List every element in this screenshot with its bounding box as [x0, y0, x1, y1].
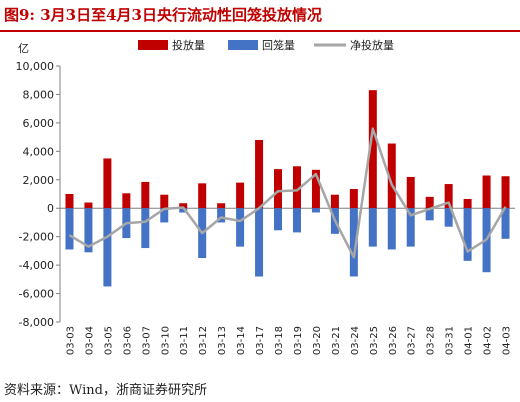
x-tick-label: 03-05 [103, 326, 114, 355]
bar-withdrawal [141, 208, 150, 249]
bar-withdrawal [425, 208, 434, 221]
x-tick-label: 03-27 [407, 326, 418, 355]
y-tick-label: -2,000 [19, 231, 54, 244]
bar-withdrawal [236, 208, 245, 247]
bar-withdrawal [255, 208, 264, 277]
x-tick-label: 03-12 [198, 326, 209, 355]
x-tick-label: 04-01 [464, 326, 475, 355]
series-line-net [68, 127, 507, 259]
y-axis-unit: 亿 [18, 42, 29, 55]
x-tick-label: 03-28 [426, 326, 437, 355]
bar-withdrawal [444, 208, 453, 227]
bar-injection [349, 189, 358, 209]
chart-area: 亿 -8,000 -6,000 -4,000 -2,000 0 2,000 4,000 6,00… [16, 38, 515, 355]
bar-withdrawal [311, 208, 320, 213]
y-tick-label: -6,000 [19, 288, 54, 301]
x-tick-label: 04-02 [483, 326, 494, 355]
source-note: 资料来源：Wind，浙商证券研究所 [4, 383, 207, 398]
bar-injection [330, 194, 339, 209]
y-tick-label: -4,000 [19, 259, 54, 272]
x-tick-label: 03-13 [217, 326, 228, 355]
x-tick-label: 03-20 [312, 326, 323, 355]
y-tick-label: -8,000 [19, 316, 54, 329]
bar-injection [179, 203, 188, 209]
y-tick-label: 0 [47, 202, 54, 215]
title-rule [0, 30, 520, 32]
bar-injection [141, 181, 150, 209]
bar-withdrawal [406, 208, 415, 247]
bar-withdrawal [217, 208, 226, 223]
bar-injection [217, 203, 226, 209]
bar-injection [368, 90, 377, 209]
y-tick-label: 6,000 [23, 117, 55, 130]
x-tick-label: 03-21 [331, 326, 342, 355]
x-tick-label: 03-25 [369, 326, 380, 355]
y-tick-label: 10,000 [16, 60, 55, 73]
y-tick-label: 8,000 [23, 88, 55, 101]
x-tick-label: 03-04 [84, 326, 95, 355]
y-tick-label: 4,000 [23, 145, 55, 158]
x-tick-label: 03-03 [65, 326, 76, 355]
bar-injection [387, 143, 396, 209]
bar-withdrawal [349, 208, 358, 277]
x-tick-label: 03-17 [255, 326, 266, 355]
x-tick-label: 03-06 [122, 326, 133, 355]
x-tick-label: 04-03 [502, 326, 513, 355]
bar-injection [198, 183, 207, 209]
x-tick-label: 03-11 [179, 326, 190, 355]
bar-injection [122, 193, 131, 209]
bar-injection [406, 176, 415, 209]
bar-withdrawal [179, 208, 188, 213]
bar-injection [274, 169, 283, 209]
bar-injection [425, 196, 434, 209]
bar-injection [160, 194, 169, 209]
bar-injection [501, 176, 510, 209]
x-tick-label: 03-18 [274, 326, 285, 355]
bar-withdrawal [274, 208, 283, 231]
chart-title: 图9: 3月3日至4月3日央行流动性回笼投放情况 [4, 6, 322, 24]
bar-withdrawal [103, 208, 112, 287]
bar-injection [463, 198, 472, 209]
bar-withdrawal [292, 208, 301, 233]
bar-withdrawal [501, 208, 510, 239]
bar-injection [84, 202, 93, 209]
x-tick-label: 03-31 [445, 326, 456, 355]
bar-injection [236, 182, 245, 209]
x-tick-label: 03-10 [160, 326, 171, 355]
legend-swatch-injection [138, 40, 168, 50]
bar-withdrawal [65, 208, 74, 250]
bar-injection [482, 175, 491, 209]
x-tick-label: 03-24 [350, 326, 361, 355]
bar-withdrawal [160, 208, 169, 223]
legend-label-net: 净投放量 [350, 38, 394, 52]
x-tick-label: 03-07 [141, 326, 152, 355]
x-tick-label: 03-14 [236, 326, 247, 355]
y-tick-label: 2,000 [23, 174, 55, 187]
bar-injection [65, 194, 74, 209]
legend-swatch-withdrawal [228, 40, 258, 50]
bar-injection [444, 184, 453, 209]
legend-label-injection: 投放量 [172, 38, 205, 52]
bar-injection [292, 166, 301, 209]
bar-injection [255, 139, 264, 209]
legend-label-withdrawal: 回笼量 [262, 38, 295, 52]
bar-injection [103, 158, 112, 209]
bar-withdrawal [387, 208, 396, 250]
bar-injection [311, 169, 320, 209]
bar-withdrawal [368, 208, 377, 247]
x-tick-label: 03-19 [293, 326, 304, 355]
bar-withdrawal [463, 208, 472, 261]
bar-withdrawal [84, 208, 93, 253]
x-tick-label: 03-26 [388, 326, 399, 355]
